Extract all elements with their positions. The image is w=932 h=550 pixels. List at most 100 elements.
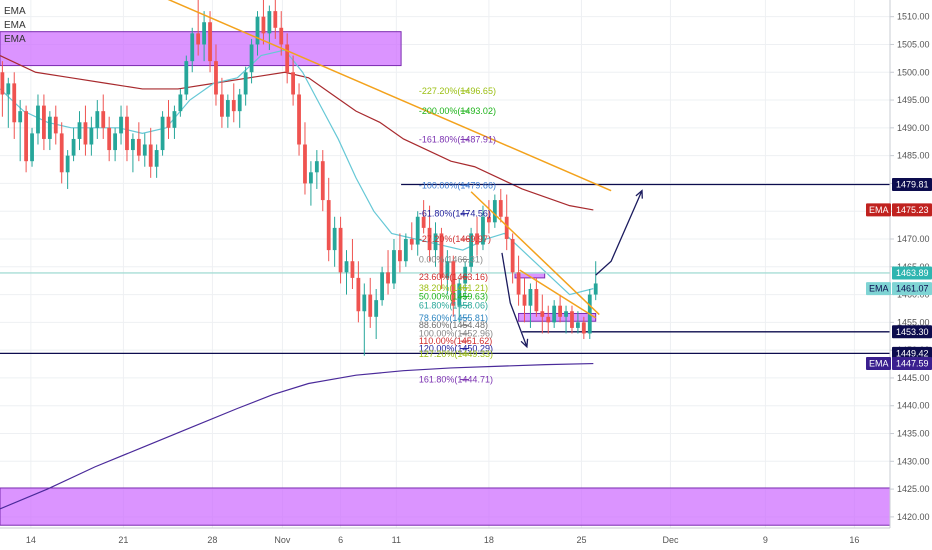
candle-body — [492, 200, 497, 223]
zone-rect — [0, 31, 402, 67]
y-tick-label: 1510.00 — [897, 12, 930, 22]
y-tick-label: 1455.00 — [897, 317, 930, 327]
candle-body — [439, 233, 444, 278]
arrow-head — [520, 338, 529, 349]
price-tags: 1479.81 1475.23 EMA 1463.89 1461.07 EMA 1453.3… — [866, 177, 932, 371]
fib-label: -61.80%(1474.56) — [419, 209, 491, 219]
candle-body — [403, 238, 408, 262]
candle-body — [326, 200, 331, 251]
candle-body — [148, 144, 153, 167]
price-tag-value: 1447.59 — [896, 359, 929, 369]
candle-body — [119, 116, 123, 134]
candle-body — [314, 161, 319, 173]
trendline — [519, 269, 597, 319]
candle-body — [95, 111, 100, 128]
zones — [0, 31, 891, 526]
candle-body — [30, 133, 34, 162]
x-tick-label: 21 — [118, 535, 128, 545]
candle-body — [255, 16, 260, 45]
legend: EMA EMA EMA — [4, 6, 26, 45]
legend-label: EMA — [4, 6, 26, 17]
legend-label: EMA — [4, 20, 26, 31]
candle-body — [36, 105, 40, 134]
price-tag-bg — [892, 266, 932, 280]
x-tick-label: 14 — [26, 535, 36, 545]
x-axis-ticks[interactable]: 14 21 28 Nov 6 11 18 25 Dec 9 16 — [26, 535, 860, 545]
candle-body — [6, 83, 11, 95]
ema-fast-line — [0, 49, 594, 296]
candle-body — [131, 138, 135, 151]
candle-body — [552, 305, 557, 323]
candle-body — [362, 294, 367, 312]
fib-label: 88.60%(1454.48) — [419, 320, 488, 330]
arrow-head — [635, 189, 643, 199]
fib-label: 110.00%(1451.62) — [419, 336, 492, 346]
candle-body — [83, 122, 88, 145]
candle-body — [231, 100, 236, 112]
x-tick-label: Nov — [274, 535, 291, 545]
candle-body — [208, 22, 212, 62]
ema-tag-bg — [866, 282, 891, 296]
candle-body — [18, 111, 23, 123]
ema-tag-label: EMA — [869, 205, 889, 215]
price-tag-bg — [892, 325, 932, 339]
candle-body — [409, 238, 414, 245]
candle-body — [344, 261, 349, 273]
ema-tag-label: EMA — [869, 284, 889, 294]
price-tag-value: 1449.42 — [896, 348, 929, 358]
candle-body — [142, 144, 147, 156]
candle-body — [581, 322, 586, 334]
candle-body — [392, 250, 396, 284]
candle-body — [433, 233, 438, 251]
fib-label: 120.00%(1450.29) — [419, 344, 493, 354]
candle-body — [279, 27, 284, 45]
price-tag-value: 1453.30 — [896, 327, 929, 337]
candle-body — [528, 289, 533, 306]
price-tag-value: 1461.07 — [896, 284, 929, 294]
x-tick-label: 28 — [207, 535, 217, 545]
candle-body — [125, 116, 129, 151]
candle-body — [71, 138, 76, 156]
fib-label: 0.00%(1466.31) — [419, 254, 483, 264]
candle-body — [77, 122, 82, 139]
trendlines — [167, 0, 612, 319]
fib-label: 161.80%(1444.71) — [419, 375, 493, 385]
x-tick-label: 16 — [849, 535, 859, 545]
arrow-path — [595, 190, 643, 276]
ema-slow-line — [0, 362, 594, 510]
candle-body — [154, 150, 159, 167]
candle-body — [107, 127, 112, 151]
candle-body — [380, 272, 385, 301]
candle-body — [166, 116, 171, 128]
price-tag-bg — [892, 203, 932, 217]
candle-body — [540, 311, 545, 317]
fib-label: -227.20%(1496.65) — [419, 86, 496, 96]
price-tag-bg — [892, 346, 932, 360]
candle-body — [261, 16, 266, 34]
axes — [0, 0, 891, 529]
ema-lines — [0, 49, 594, 510]
y-tick-label: 1485.00 — [897, 151, 930, 161]
candle-body — [160, 116, 165, 151]
candle-body — [237, 94, 242, 112]
ema-tag-label: EMA — [869, 359, 889, 369]
candle-body — [576, 322, 580, 328]
candle-body — [332, 227, 337, 251]
fib-label: 38.20%(1461.21) — [419, 283, 488, 293]
candle-body — [303, 144, 307, 184]
y-tick-label: 1420.00 — [897, 512, 930, 522]
candle-body — [504, 216, 509, 239]
candle-body — [42, 105, 46, 139]
ema-tag-bg — [866, 203, 891, 217]
candle-body — [564, 311, 568, 317]
x-tick-label: 18 — [484, 535, 494, 545]
candle-body — [172, 111, 177, 128]
trendline — [470, 191, 600, 316]
y-tick-label: 1490.00 — [897, 123, 930, 133]
candle-body — [510, 238, 515, 273]
projection-arrows — [501, 189, 643, 349]
y-tick-label: 1500.00 — [897, 67, 930, 77]
candle-body — [320, 161, 325, 201]
y-tick-label: 1505.00 — [897, 39, 930, 49]
candle-body — [291, 72, 296, 95]
